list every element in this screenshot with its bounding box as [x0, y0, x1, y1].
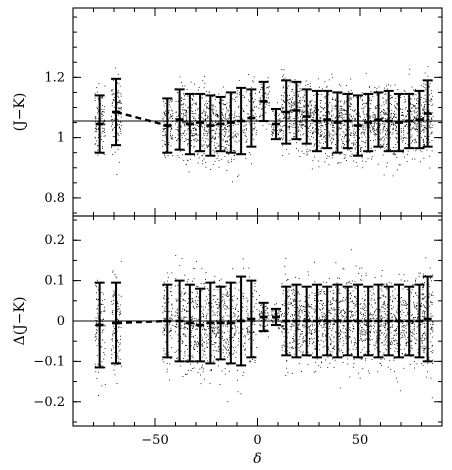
bottom-binned-point-3: [174, 279, 185, 363]
top-binned-point-13: [281, 79, 292, 145]
bottom-binned-points: [94, 275, 433, 369]
bottom-binned-point-6: [205, 281, 216, 365]
bottom-binned-point-16: [311, 283, 322, 359]
top-frame: [72, 7, 443, 217]
top-y-tick-label-0: 0.8: [44, 191, 65, 206]
top-binned-point-17: [322, 89, 333, 150]
top-binned-point-19: [342, 92, 353, 150]
top-binned-point-9: [236, 86, 247, 156]
top-y-tick-label-1: 1: [57, 131, 65, 146]
top-dashed-segment: [115, 110, 168, 127]
bottom-binned-point-5: [195, 287, 206, 363]
bottom-binned-point-25: [404, 285, 415, 357]
top-binned-point-8: [225, 91, 236, 154]
top-binned-point-11: [258, 80, 269, 123]
top-binned-point-12: [270, 107, 281, 141]
top-binned-point-5: [195, 92, 206, 153]
bottom-binned-point-20: [352, 283, 363, 359]
bottom-binned-point-1: [111, 281, 122, 365]
bottom-binned-point-9: [236, 275, 247, 367]
bottom-binned-point-23: [383, 285, 394, 357]
bottom-binned-point-21: [363, 285, 374, 357]
bottom-binned-point-13: [281, 285, 292, 357]
bottom-binned-point-14: [291, 283, 302, 359]
bottom-binned-point-18: [332, 283, 343, 359]
bottom-binned-point-24: [393, 283, 404, 359]
top-binned-point-18: [332, 91, 343, 154]
bottom-ticks: −0.2 −0.1 0 0.1 0.2: [33, 216, 442, 426]
top-ticks: 0.8 1 1.2: [44, 8, 442, 216]
bottom-binned-point-15: [301, 285, 312, 357]
top-y-tick-label-2: 1.2: [44, 70, 65, 85]
top-binned-point-0: [94, 94, 105, 154]
bottom-binned-point-11: [258, 301, 269, 333]
top-binned-point-3: [174, 88, 185, 151]
x-tick-label-2: 50: [352, 433, 369, 448]
bottom-y-tick-label-4: 0.2: [44, 233, 65, 248]
panel-bottom: −0.2 −0.1 0 0.1 0.2 Δ(J−K): [12, 215, 443, 427]
bottom-binned-point-7: [215, 285, 226, 361]
bottom-binned-point-2: [162, 283, 173, 359]
top-binned-point-23: [383, 89, 394, 153]
bottom-binned-point-19: [342, 285, 353, 357]
bottom-binned-point-17: [322, 285, 333, 357]
bottom-y-tick-label-3: 0.1: [44, 274, 65, 289]
x-tick-label-0: −50: [141, 433, 168, 448]
bottom-y-tick-label-1: −0.1: [33, 354, 65, 369]
top-binned-point-22: [373, 91, 384, 148]
top-binned-point-16: [311, 89, 322, 153]
top-binned-point-20: [352, 94, 363, 157]
top-binned-point-26: [414, 89, 425, 150]
bottom-binned-point-27: [422, 275, 433, 363]
top-binned-point-24: [393, 92, 404, 153]
x-tick-label-1: 0: [253, 433, 261, 448]
bottom-binned-point-10: [246, 279, 257, 359]
x-axis-label: δ: [253, 451, 261, 467]
top-binned-point-4: [184, 92, 195, 156]
bottom-binned-point-26: [414, 283, 425, 359]
bottom-dashed-segment: [116, 319, 168, 325]
panel-top: 0.8 1 1.2 (J−K): [12, 7, 443, 217]
bottom-binned-point-22: [373, 283, 384, 359]
top-binned-point-1: [111, 77, 122, 147]
bottom-binned-point-8: [225, 281, 236, 365]
top-binned-point-14: [291, 80, 302, 141]
bottom-y-tick-label-0: −0.2: [33, 395, 65, 410]
top-binned-point-27: [422, 79, 433, 148]
bottom-binned-point-0: [94, 281, 105, 369]
top-y-axis-label: (J−K): [12, 93, 28, 132]
bottom-y-axis-label: Δ(J−K): [12, 297, 28, 346]
top-binned-point-7: [215, 95, 226, 153]
top-binned-point-25: [404, 92, 415, 150]
top-binned-point-2: [162, 97, 173, 154]
top-binned-point-15: [301, 88, 312, 145]
top-binned-point-21: [363, 92, 374, 153]
bottom-y-tick-label-2: 0: [57, 314, 65, 329]
top-binned-point-6: [205, 94, 216, 157]
top-binned-points: [94, 77, 433, 157]
x-tick-labels: −50 0 50: [141, 433, 368, 448]
bottom-binned-point-4: [184, 283, 195, 363]
top-binned-point-10: [246, 88, 257, 148]
bottom-binned-point-12: [270, 307, 281, 327]
